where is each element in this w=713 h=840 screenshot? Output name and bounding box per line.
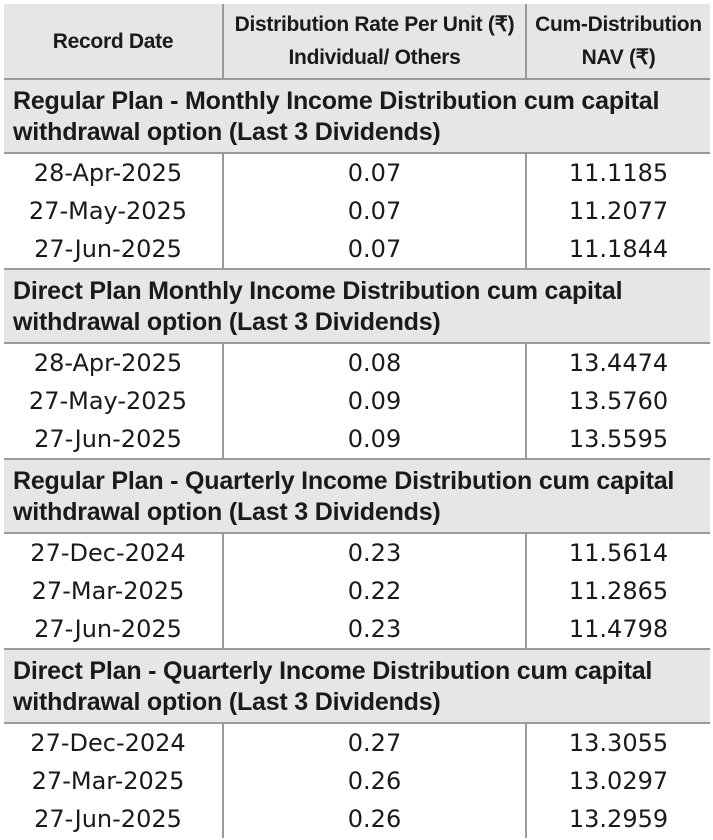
record-date-cell: 27-Mar-2025 xyxy=(4,762,224,800)
distribution-rate-cell: 0.23 xyxy=(223,610,527,649)
header-row: Record Date Distribution Rate Per Unit (… xyxy=(4,4,710,80)
section-title: Direct Plan Monthly Income Distribution … xyxy=(4,268,710,344)
table-row: 27-Jun-2025 0.07 11.1844 xyxy=(4,230,710,269)
nav-cell: 11.1185 xyxy=(568,159,669,187)
distribution-rate-cell: 0.23 xyxy=(223,533,527,572)
table-body: Regular Plan - Monthly Income Distributi… xyxy=(4,78,710,838)
table-row: 27-Mar-2025 0.26 13.0297 xyxy=(4,762,710,800)
section-header-row: Regular Plan - Quarterly Income Distribu… xyxy=(4,458,710,534)
table-row: 28-Apr-2025 0.07 11.1185 xyxy=(4,153,710,192)
distribution-rate-cell: 0.09 xyxy=(223,420,527,459)
nav-cell: 11.4798 xyxy=(568,615,669,643)
section-title: Regular Plan - Monthly Income Distributi… xyxy=(4,78,710,154)
distribution-rate-cell: 0.07 xyxy=(223,230,527,269)
nav-cell: 13.0297 xyxy=(568,767,669,795)
table-row: 27-Mar-2025 0.22 11.2865 xyxy=(4,572,710,610)
distribution-rate-header: Distribution Rate Per Unit (₹) Individua… xyxy=(222,4,527,80)
record-date-cell: 27-Mar-2025 xyxy=(4,572,224,610)
table-row: 27-May-2025 0.09 13.5760 xyxy=(4,382,710,420)
nav-cell: 13.5595 xyxy=(568,425,669,453)
nav-cell: 11.2077 xyxy=(568,197,669,225)
distribution-rate-cell: 0.22 xyxy=(223,572,527,610)
record-date-cell: 27-Jun-2025 xyxy=(4,800,224,838)
nav-cell: 13.4474 xyxy=(568,349,669,377)
table-row: 27-Jun-2025 0.26 13.2959 xyxy=(4,800,710,838)
table-row: 27-Dec-2024 0.23 11.5614 xyxy=(4,533,710,572)
distribution-rate-cell: 0.26 xyxy=(223,800,527,838)
section-header-row: Direct Plan - Quarterly Income Distribut… xyxy=(4,648,710,724)
table-row: 27-May-2025 0.07 11.2077 xyxy=(4,192,710,230)
record-date-cell: 27-Jun-2025 xyxy=(4,230,224,269)
distribution-rate-cell: 0.09 xyxy=(223,382,527,420)
record-date-cell: 27-Jun-2025 xyxy=(4,610,224,649)
distribution-rate-cell: 0.08 xyxy=(223,343,527,382)
section-header-row: Regular Plan - Monthly Income Distributi… xyxy=(4,78,710,154)
section-title: Direct Plan - Quarterly Income Distribut… xyxy=(4,648,710,724)
table-header: Record Date Distribution Rate Per Unit (… xyxy=(4,4,710,80)
record-date-cell: 27-May-2025 xyxy=(4,192,224,230)
table-row: 28-Apr-2025 0.08 13.4474 xyxy=(4,343,710,382)
distribution-rate-cell: 0.27 xyxy=(223,723,527,762)
nav-cell: 13.3055 xyxy=(568,729,669,757)
nav-cell: 11.5614 xyxy=(568,539,669,567)
table-row: 27-Jun-2025 0.09 13.5595 xyxy=(4,420,710,459)
record-date-cell: 27-Jun-2025 xyxy=(4,420,224,459)
table-row: 27-Dec-2024 0.27 13.3055 xyxy=(4,723,710,762)
nav-cell: 13.5760 xyxy=(568,387,669,415)
record-date-cell: 28-Apr-2025 xyxy=(4,153,224,192)
dividend-table: Record Date Distribution Rate Per Unit (… xyxy=(4,4,710,838)
distribution-rate-cell: 0.07 xyxy=(223,192,527,230)
distribution-rate-header-line2: Individual/ Others xyxy=(288,46,461,69)
nav-cell: 13.2959 xyxy=(568,805,669,833)
distribution-rate-cell: 0.07 xyxy=(223,153,527,192)
nav-header-line2: NAV (₹) xyxy=(581,46,656,69)
section-header-row: Direct Plan Monthly Income Distribution … xyxy=(4,268,710,344)
distribution-rate-header-line1: Distribution Rate Per Unit (₹) xyxy=(234,13,515,36)
nav-cell: 11.1844 xyxy=(568,235,669,263)
record-date-cell: 27-Dec-2024 xyxy=(4,723,224,762)
record-date-cell: 28-Apr-2025 xyxy=(4,343,224,382)
section-title: Regular Plan - Quarterly Income Distribu… xyxy=(4,458,710,534)
record-date-cell: 27-May-2025 xyxy=(4,382,224,420)
cum-distribution-nav-header: Cum-Distribution NAV (₹) xyxy=(525,4,710,80)
record-date-cell: 27-Dec-2024 xyxy=(4,533,224,572)
distribution-rate-cell: 0.26 xyxy=(223,762,527,800)
nav-cell: 11.2865 xyxy=(568,577,669,605)
table-row: 27-Jun-2025 0.23 11.4798 xyxy=(4,610,710,649)
nav-header-line1: Cum-Distribution xyxy=(535,13,702,36)
record-date-header: Record Date xyxy=(4,4,224,80)
